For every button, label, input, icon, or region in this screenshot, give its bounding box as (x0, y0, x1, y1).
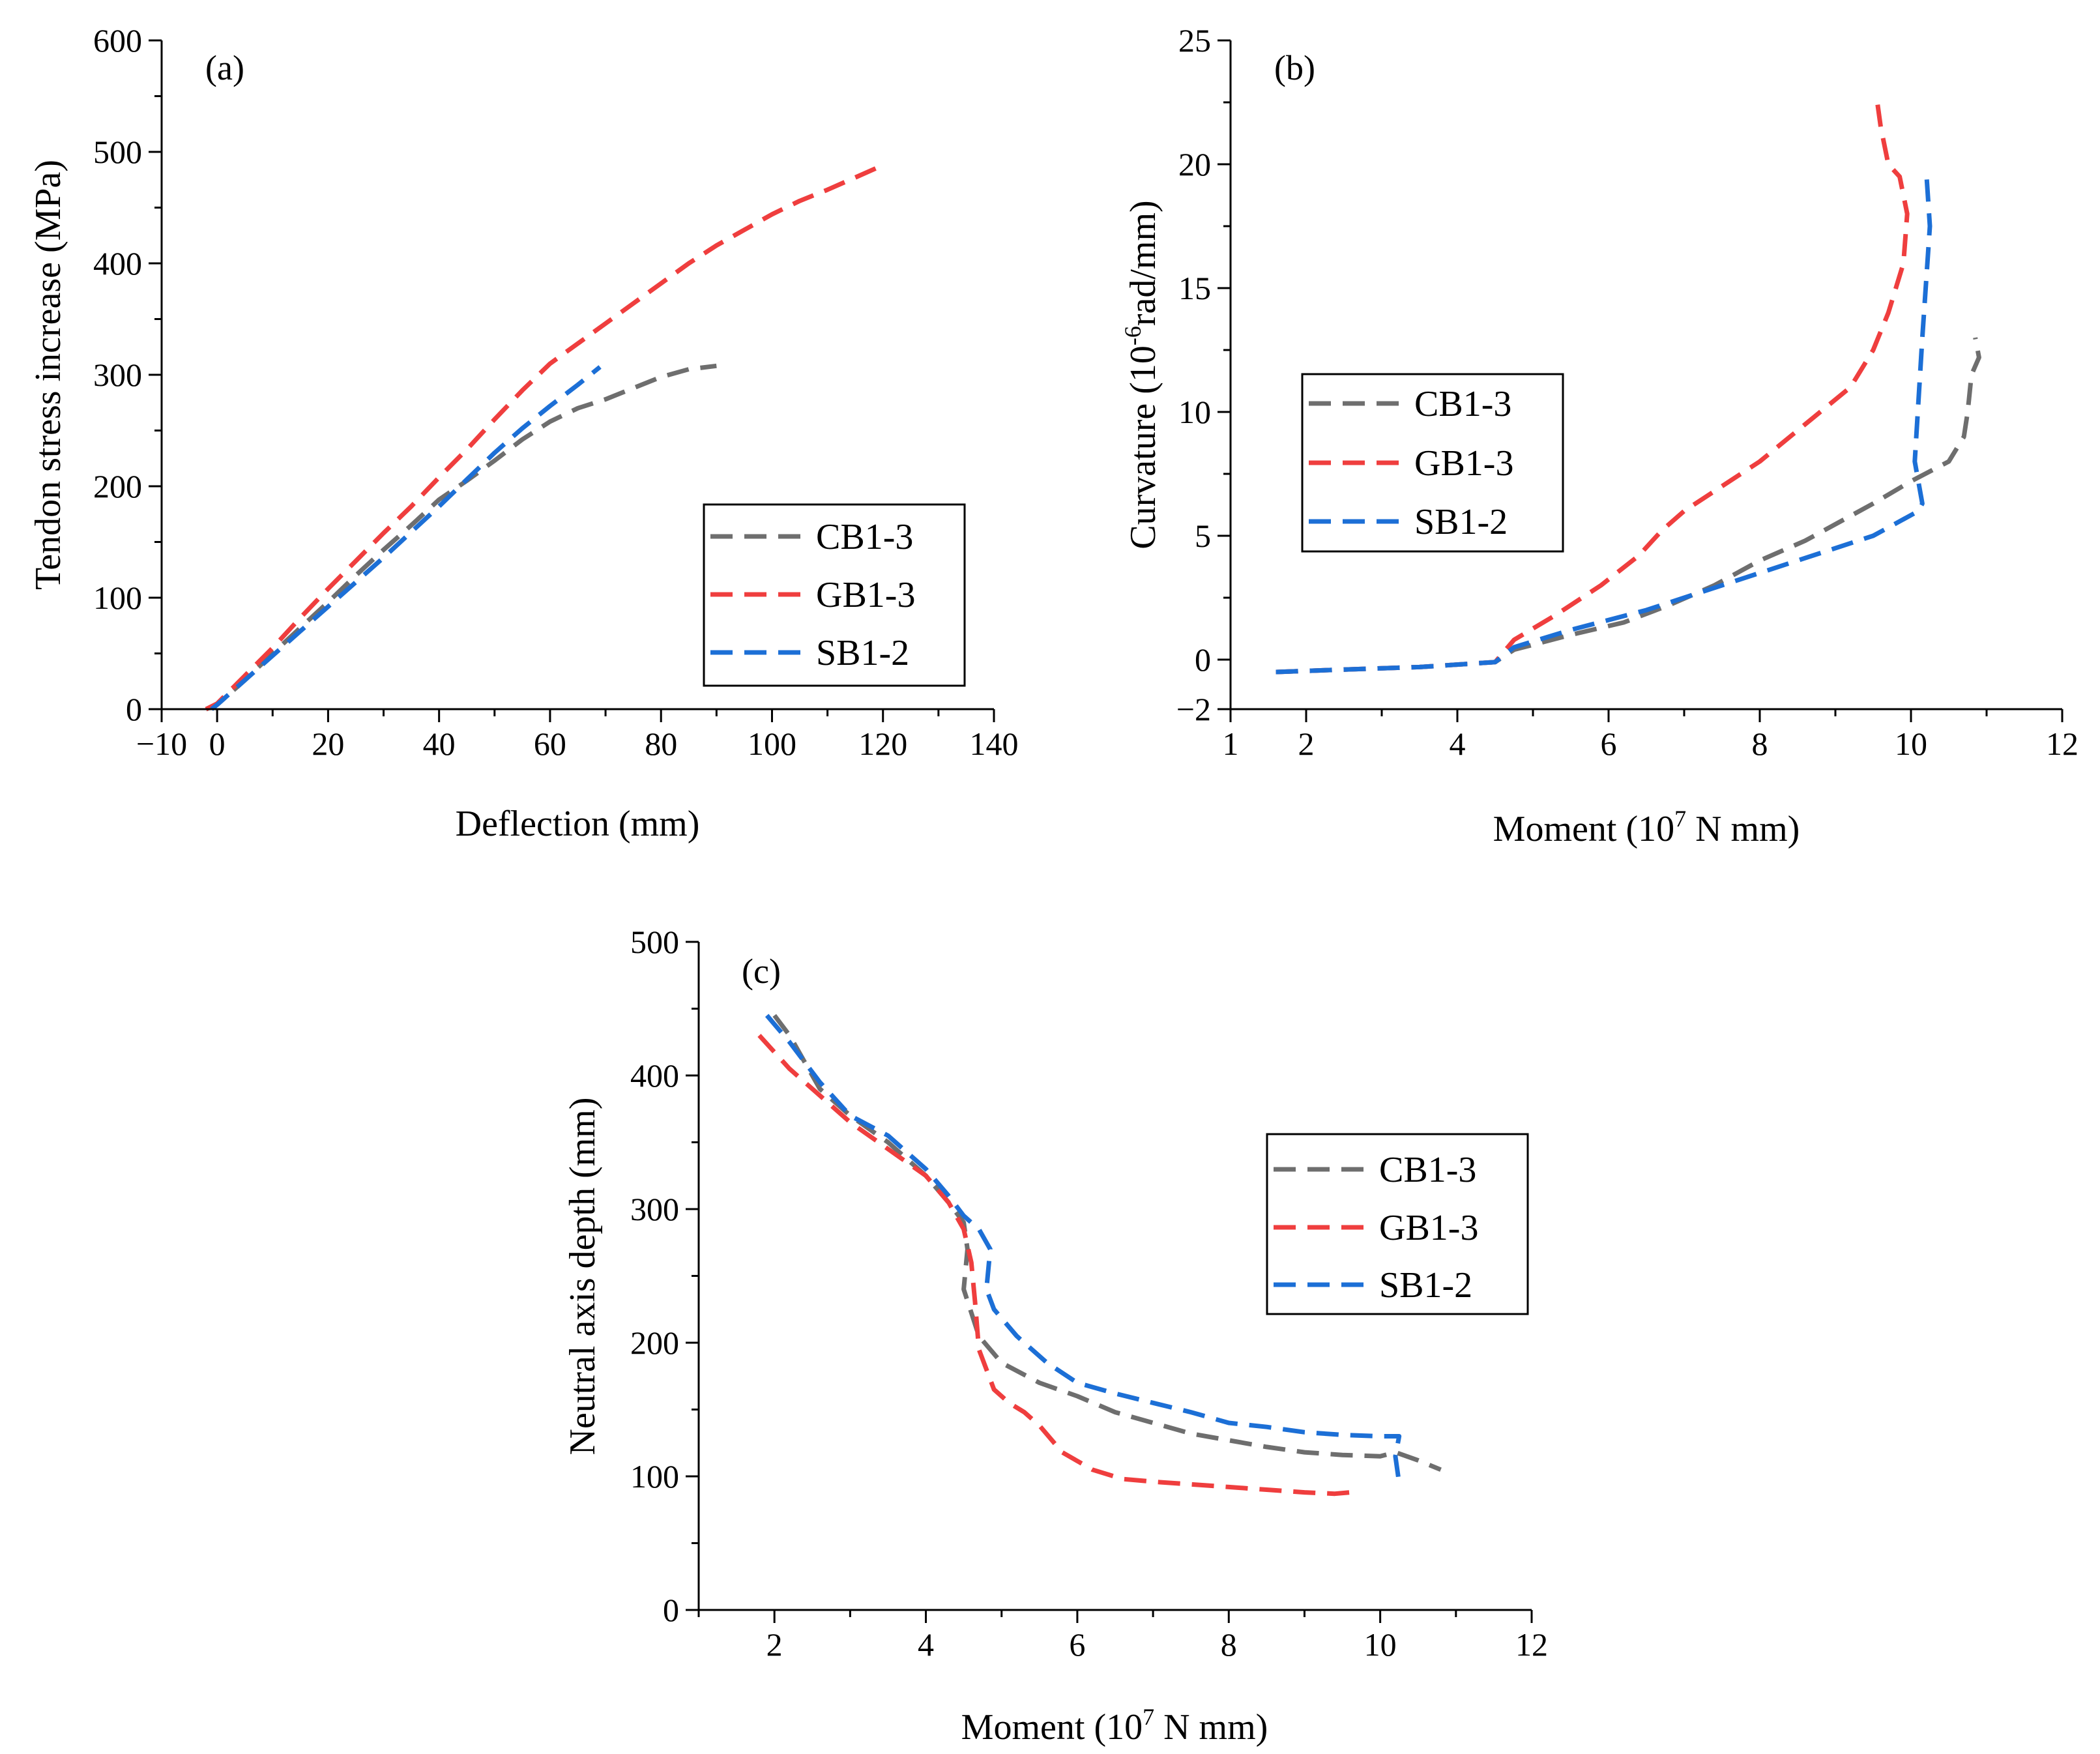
panel-a-series-sb1-2 (210, 365, 602, 711)
panel-a-y-tick-label: 300 (93, 357, 142, 393)
panel-c-legend-label-sb1-2: SB1-2 (1379, 1265, 1472, 1306)
panel-a-series-gb1-3 (205, 163, 884, 712)
panel-b-x-tick-label: 2 (1298, 725, 1315, 762)
panel-a-x-tick-label: 20 (312, 725, 344, 762)
panel-b-x-tick-label: 10 (1895, 725, 1927, 762)
panel-c-legend-label-cb1-3: CB1-3 (1379, 1150, 1476, 1190)
panel-c-series-sb1-2 (765, 1014, 1402, 1484)
panel-b-y-tick-label: 10 (1178, 394, 1211, 430)
panel-a-x-tick-label: 80 (645, 725, 677, 762)
panel-b-x-tick-label: 8 (1752, 725, 1768, 762)
panel-b-y-tick-label: 20 (1178, 146, 1211, 183)
panel-b-y-tick-label: −2 (1176, 691, 1211, 727)
panel-a-y-tick-label: 100 (93, 579, 142, 616)
panel-c-x-tick-label: 4 (918, 1626, 934, 1663)
panel-c-x-tick-label: 10 (1364, 1626, 1397, 1663)
panel-a-x-tick-label: 0 (209, 725, 226, 762)
panel-a-label: (a) (205, 48, 244, 87)
panel-a-legend-label-gb1-3: GB1-3 (816, 575, 915, 615)
panel-b-x-tick-label: 1 (1223, 725, 1239, 762)
panel-b-curves (1276, 99, 1981, 675)
panel-c-y-axis-label: Neutral axis depth (mm) (562, 1098, 603, 1455)
panel-a-x-tick-label: 120 (858, 725, 907, 762)
panel-a-x-tick-label: 140 (970, 725, 1019, 762)
panel-b-legend-label-gb1-3: GB1-3 (1414, 443, 1513, 484)
panel-b-y-tick-label: 5 (1195, 518, 1211, 554)
panel-b-y-tick-label: 25 (1178, 22, 1211, 59)
panel-a-y-tick-label: 500 (93, 134, 142, 170)
panel-c-y-tick-label: 300 (630, 1191, 679, 1227)
panel-a-y-tick-label: 200 (93, 468, 142, 504)
panel-c-ticks: 2 4 6 8 10 12 0 100 200 300 400 500 (630, 924, 1548, 1663)
panel-c-curves (757, 1014, 1442, 1497)
panel-b-x-tick-label: 6 (1601, 725, 1617, 762)
panel-a-legend-label-cb1-3: CB1-3 (816, 517, 913, 557)
panel-a-x-tick-label: −10 (136, 725, 187, 762)
panel-a-y-tick-label: 0 (126, 691, 142, 727)
panel-c-x-tick-label: 8 (1221, 1626, 1237, 1663)
panel-c-y-tick-label: 0 (663, 1592, 679, 1628)
panel-a-y-tick-label: 400 (93, 245, 142, 282)
panel-a-series-cb1-3 (205, 363, 717, 712)
panel-c-x-tick-label: 6 (1069, 1626, 1085, 1663)
panel-b-legend: CB1-3 GB1-3 SB1-2 (1301, 373, 1564, 553)
panel-c-y-tick-label: 500 (630, 924, 679, 960)
panel-c-y-tick-label: 200 (630, 1324, 679, 1361)
panel-c-x-axis-label: Moment (107 N mm) (961, 1704, 1268, 1747)
panel-a-x-tick-label: 100 (748, 725, 796, 762)
panel-a-legend-label-sb1-2: SB1-2 (816, 633, 909, 673)
panel-b-legend-label-sb1-2: SB1-2 (1414, 502, 1508, 542)
panel-a-deflection-chart: −10 0 20 40 60 80 100 120 1400100200300400500600… (28, 22, 1019, 844)
panel-a-curves (205, 163, 884, 712)
panel-a-y-tick-label: 600 (93, 22, 142, 59)
panel-b-label: (b) (1274, 48, 1315, 87)
panel-c-legend: CB1-3 GB1-3 SB1-2 (1266, 1133, 1529, 1315)
panel-a-legend: CB1-3 GB1-3 SB1-2 (703, 503, 966, 687)
panel-c-x-tick-label: 12 (1515, 1626, 1548, 1663)
panel-c-y-tick-label: 100 (630, 1458, 679, 1495)
panel-b-x-tick-label: 12 (2046, 725, 2078, 762)
panel-c-series-gb1-3 (757, 1034, 1359, 1497)
panel-b-legend-label-cb1-3: CB1-3 (1414, 384, 1511, 424)
panel-a-y-axis-label: Tendon stress increase (MPa) (28, 160, 68, 590)
panel-b-x-axis-label: Moment (107 N mm) (1493, 806, 1800, 849)
panel-b-x-tick-label: 4 (1450, 725, 1466, 762)
panel-b-y-tick-label: 0 (1195, 641, 1211, 678)
panel-a-x-tick-label: 40 (423, 725, 456, 762)
panel-c-y-tick-label: 400 (630, 1057, 679, 1094)
panel-c-neutral-axis-chart: 2 4 6 8 10 12 0 100 200 300 400 500 (c) Moment (107… (562, 924, 1548, 1747)
panel-c-series-cb1-3 (772, 1014, 1442, 1472)
panel-c-x-tick-label: 2 (766, 1626, 783, 1663)
panel-c-label: (c) (742, 952, 781, 991)
panel-a-x-axis-label: Deflection (mm) (456, 804, 700, 844)
panel-c-legend-label-gb1-3: GB1-3 (1379, 1208, 1478, 1248)
panel-b-y-axis-label: Curvature (10-6rad/mm) (1120, 200, 1163, 549)
panel-b-y-tick-label: 15 (1178, 270, 1211, 306)
panel-a-x-tick-label: 60 (534, 725, 566, 762)
